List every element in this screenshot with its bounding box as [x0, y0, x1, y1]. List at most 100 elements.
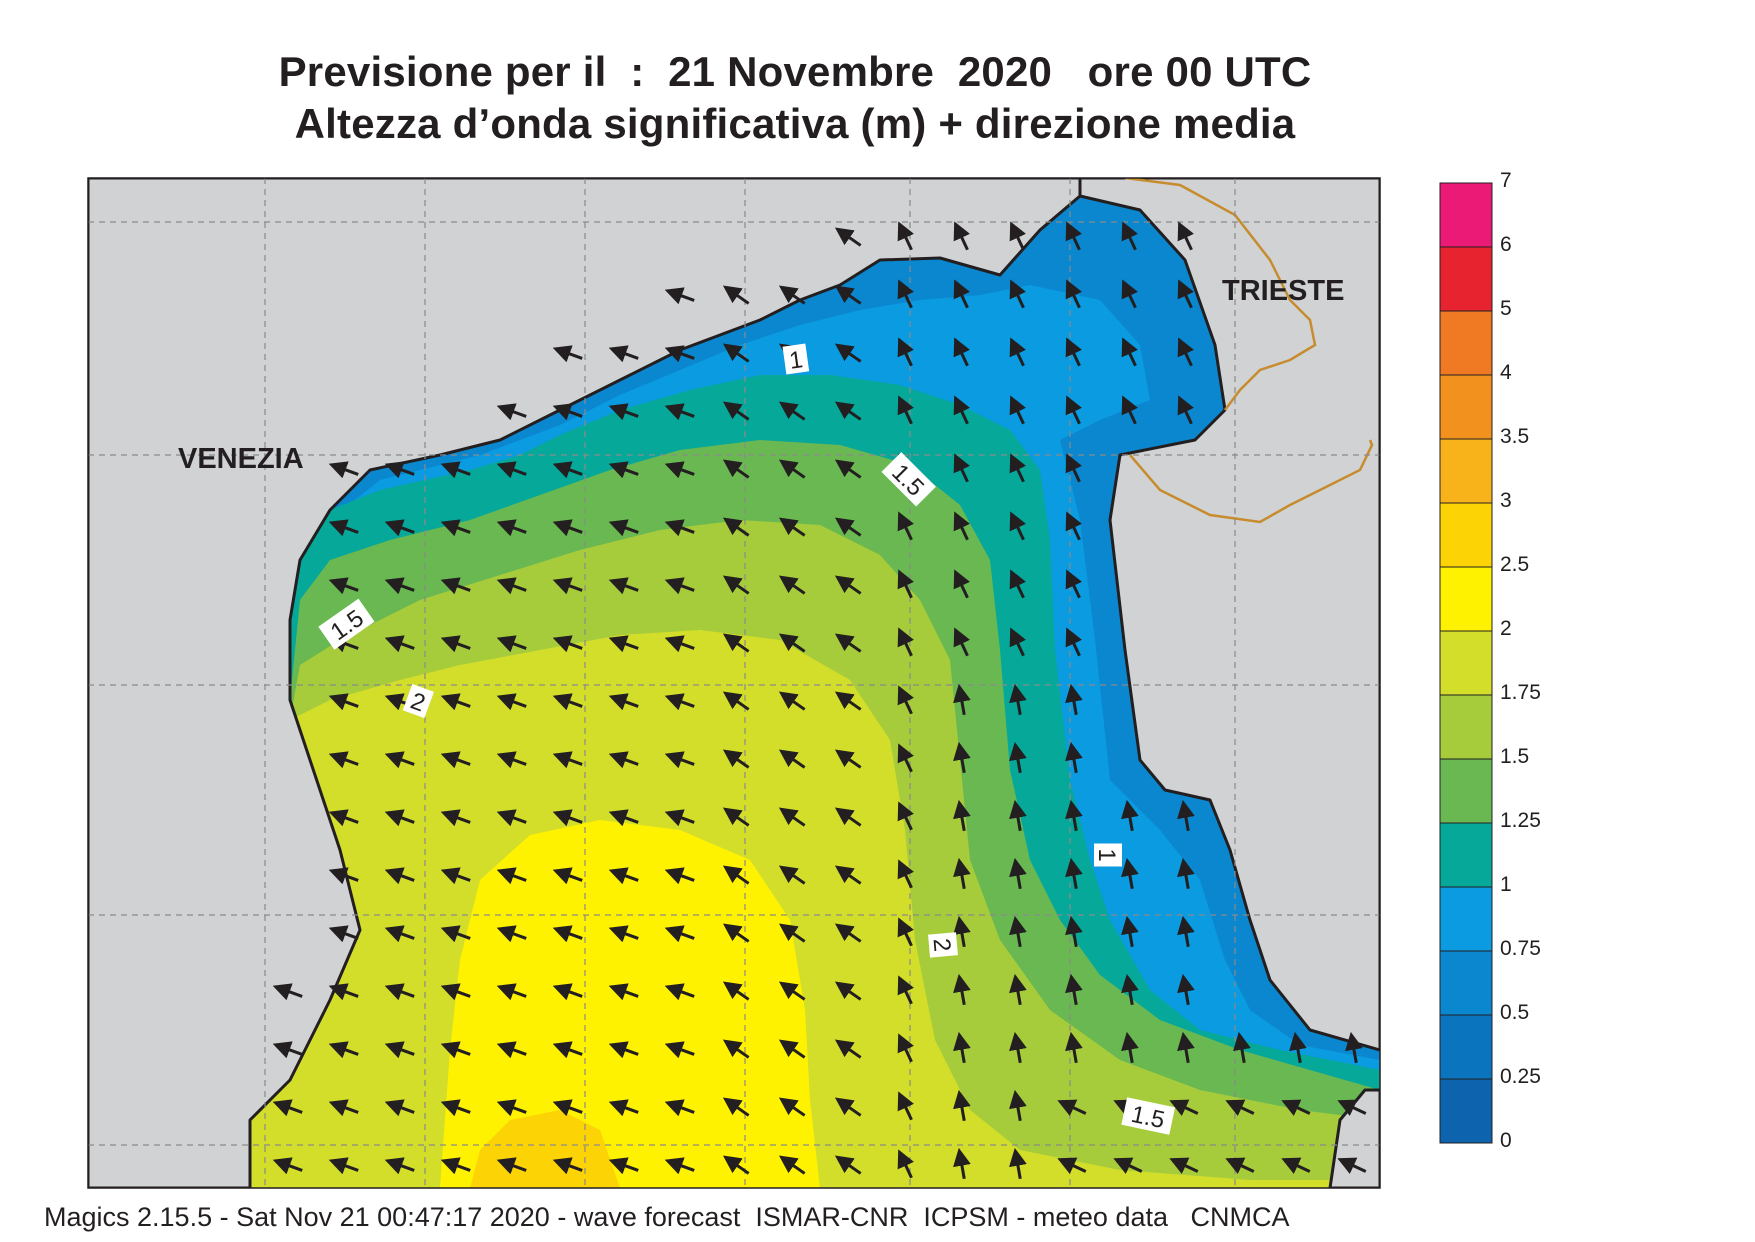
- direction-arrow: [496, 751, 527, 769]
- direction-arrow: [778, 459, 806, 479]
- direction-arrow: [953, 683, 971, 716]
- colorbar-tick-label: 6: [1500, 233, 1512, 256]
- direction-arrow: [608, 1041, 639, 1059]
- direction-arrow: [1177, 279, 1194, 309]
- direction-arrow: [953, 799, 971, 832]
- national-border: [1124, 178, 1317, 411]
- footer-credit: Magics 2.15.5 - Sat Nov 21 00:47:17 2020…: [44, 1202, 1290, 1232]
- direction-arrow: [778, 575, 806, 595]
- direction-arrow: [1009, 221, 1026, 251]
- direction-arrow: [328, 1041, 359, 1059]
- direction-arrow: [834, 227, 862, 247]
- direction-arrow: [440, 519, 471, 537]
- direction-arrow: [664, 345, 695, 363]
- direction-arrow: [722, 981, 750, 1001]
- direction-arrow: [552, 1041, 583, 1059]
- colorbar-tick-label: 2: [1500, 617, 1512, 640]
- direction-arrow: [608, 1099, 639, 1117]
- colorbar: [1439, 182, 1493, 1144]
- direction-arrow: [778, 923, 806, 943]
- direction-arrow: [834, 923, 862, 943]
- direction-arrow: [1177, 799, 1195, 832]
- direction-arrow: [722, 517, 750, 537]
- direction-arrow: [1177, 915, 1195, 948]
- direction-arrow: [953, 1031, 971, 1064]
- direction-arrow: [1009, 857, 1027, 890]
- direction-arrow: [1121, 799, 1139, 832]
- forecast-title: Previsione per il : 21 Novembre 2020 ore…: [278, 48, 1312, 95]
- direction-arrow: [1065, 395, 1082, 425]
- direction-arrow: [552, 345, 583, 363]
- direction-arrow: [664, 403, 695, 421]
- direction-arrow: [440, 1099, 471, 1117]
- direction-arrow: [1121, 857, 1139, 890]
- direction-arrow: [1009, 741, 1027, 774]
- direction-arrow: [1233, 1031, 1251, 1064]
- direction-arrow: [1009, 337, 1026, 367]
- direction-arrow: [608, 345, 639, 363]
- colorbar-tick-label: 1: [1500, 873, 1512, 896]
- direction-arrow: [496, 1157, 527, 1175]
- direction-arrow: [834, 1039, 862, 1059]
- direction-arrow: [384, 1041, 415, 1059]
- direction-arrow: [953, 1147, 971, 1180]
- colorbar-tick-label: 1.75: [1500, 681, 1541, 704]
- direction-arrow: [496, 403, 527, 421]
- direction-arrow: [1009, 511, 1026, 541]
- direction-arrow: [1121, 279, 1138, 309]
- direction-arrow: [552, 461, 583, 479]
- colorbar-swatch: [1439, 374, 1493, 440]
- colorbar-tick-label: 4: [1500, 361, 1512, 384]
- direction-arrow: [328, 693, 359, 711]
- band-25: [440, 820, 820, 1188]
- direction-arrow: [664, 867, 695, 885]
- direction-arrow: [778, 285, 806, 305]
- direction-arrow: [272, 1157, 303, 1175]
- direction-arrow: [384, 751, 415, 769]
- direction-arrow: [552, 403, 583, 421]
- direction-arrow: [1121, 915, 1139, 948]
- direction-arrow: [608, 519, 639, 537]
- direction-arrow: [1057, 1099, 1087, 1116]
- colorbar-swatch: [1439, 182, 1493, 248]
- direction-arrow: [440, 693, 471, 711]
- colorbar-swatch: [1439, 566, 1493, 632]
- direction-arrow: [440, 983, 471, 1001]
- contour-label: 2: [402, 683, 434, 719]
- direction-arrow: [384, 1157, 415, 1175]
- direction-arrow: [1169, 1157, 1199, 1174]
- direction-arrow: [608, 925, 639, 943]
- direction-arrow: [552, 577, 583, 595]
- direction-arrow: [552, 751, 583, 769]
- direction-arrow: [440, 809, 471, 827]
- direction-arrow: [834, 981, 862, 1001]
- direction-arrow: [834, 807, 862, 827]
- wave-height-field: [250, 196, 1380, 1188]
- direction-arrow: [384, 809, 415, 827]
- direction-arrow: [272, 1041, 303, 1059]
- direction-arrow: [272, 1099, 303, 1117]
- direction-arrow: [664, 1157, 695, 1175]
- colorbar-tick-label: 3.5: [1500, 425, 1530, 448]
- direction-arrow: [384, 519, 415, 537]
- direction-arrow: [1009, 799, 1027, 832]
- direction-arrow: [1225, 1157, 1255, 1174]
- direction-arrow: [1065, 741, 1083, 774]
- contour-label-text: 1: [788, 346, 805, 375]
- direction-arrow: [440, 867, 471, 885]
- direction-arrow: [953, 279, 970, 309]
- direction-arrow: [953, 627, 970, 657]
- city-label-venezia: VENEZIA: [178, 443, 304, 475]
- direction-arrow: [1065, 973, 1083, 1006]
- colorbar-swatch: [1439, 502, 1493, 568]
- direction-arrow: [552, 809, 583, 827]
- direction-arrow: [1169, 1099, 1199, 1116]
- direction-arrow: [953, 973, 971, 1006]
- direction-arrow: [1121, 1031, 1139, 1064]
- direction-arrow: [897, 917, 914, 947]
- direction-arrow: [664, 925, 695, 943]
- direction-arrow: [496, 925, 527, 943]
- direction-arrow: [778, 807, 806, 827]
- direction-arrow: [897, 627, 914, 657]
- land-east-coast: [1078, 178, 1380, 1052]
